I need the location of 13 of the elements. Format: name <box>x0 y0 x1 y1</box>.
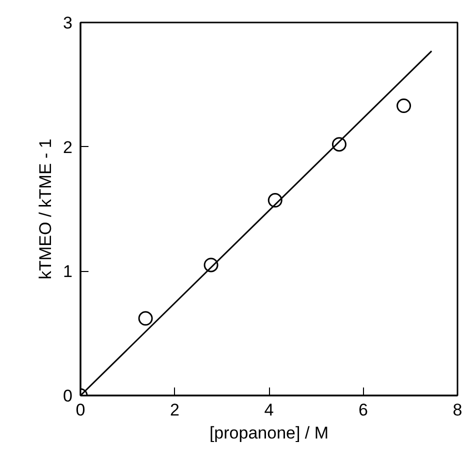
point <box>396 98 412 114</box>
x-axis-title: [propanone] / M <box>209 424 329 442</box>
y-tick-label: 1 <box>63 262 73 282</box>
x-tick-label: 6 <box>358 400 368 420</box>
y-tick-label: 0 <box>63 386 73 406</box>
y-tick-label: 3 <box>63 14 73 32</box>
y-axis-title: kTMEO / kTME - 1 <box>36 138 56 280</box>
point <box>138 311 153 326</box>
x-tick-label: 4 <box>264 400 274 420</box>
x-tick-label: 0 <box>76 400 86 420</box>
y-tick-label: 2 <box>63 138 73 157</box>
x-tick-label: 8 <box>452 400 462 420</box>
x-tick-label: 2 <box>170 400 180 420</box>
